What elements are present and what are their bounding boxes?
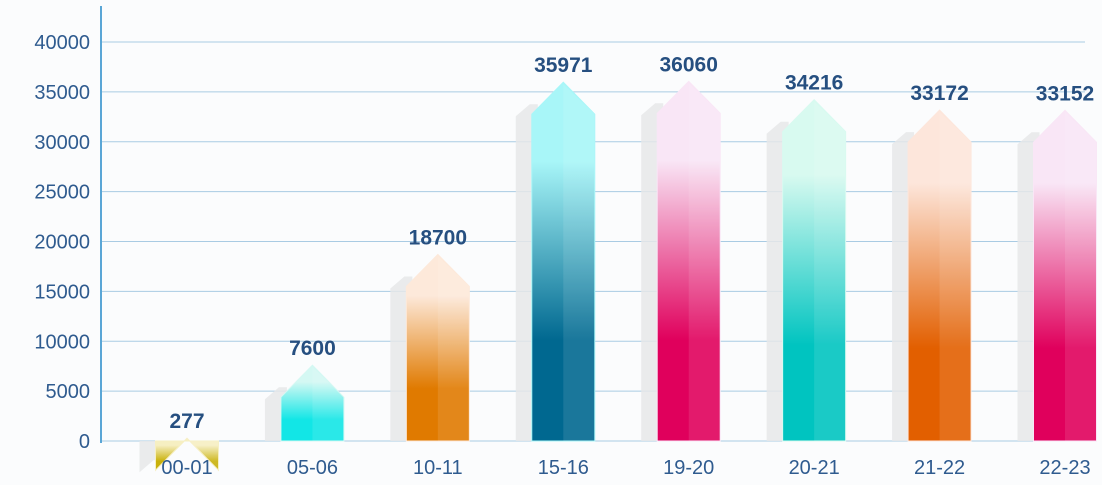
value-label: 34216: [785, 72, 843, 95]
x-tick-label: 21-22: [914, 457, 965, 479]
x-tick-label: 20-21: [789, 457, 840, 479]
bar-facet: [688, 83, 721, 441]
value-label: 36060: [660, 53, 718, 76]
y-tick-label: 5000: [46, 381, 91, 403]
bar-05-06: [280, 364, 345, 442]
y-tick-label: 15000: [34, 281, 90, 303]
bar-00-01: [155, 437, 219, 472]
bar-22-23: [1033, 109, 1097, 442]
y-tick-label: 10000: [34, 331, 90, 353]
x-tick-label: 15-16: [538, 457, 589, 479]
y-tick-label: 0: [79, 431, 90, 453]
x-tick-label: 00-01: [161, 457, 212, 479]
x-tick-label: 22-23: [1039, 457, 1090, 479]
value-labels: 277 7600 18700 35971 36060 34216 33172 33152: [169, 53, 1094, 433]
value-label: 33172: [910, 82, 968, 105]
bar-21-22: [907, 109, 972, 442]
value-label: 33152: [1036, 82, 1094, 105]
x-tick-label: 10-11: [413, 457, 463, 479]
value-label: 18700: [409, 226, 467, 249]
value-label: 7600: [289, 337, 336, 360]
bar-20-21: [782, 98, 847, 442]
y-axis-ticks: 0 5000 10000 15000 20000 25000 30000 35000 40000: [34, 32, 90, 453]
y-tick-label: 20000: [34, 232, 90, 254]
bar-15-16: [531, 81, 596, 442]
bar-facet: [939, 112, 972, 441]
x-tick-label: 19-20: [663, 457, 714, 479]
bar-10-11: [405, 253, 470, 442]
bar-facet: [437, 256, 470, 441]
value-label: 277: [169, 410, 204, 433]
bar-facet: [814, 101, 846, 441]
bars: [155, 80, 1097, 472]
bar-facet: [187, 440, 219, 471]
bar-facet: [1065, 112, 1097, 441]
x-tick-label: 05-06: [287, 457, 338, 479]
y-tick-label: 25000: [34, 182, 90, 204]
y-tick-label: 30000: [34, 132, 90, 154]
y-tick-label: 40000: [34, 32, 90, 54]
y-tick-label: 35000: [34, 82, 90, 104]
bar-facet: [312, 367, 344, 441]
bar-19-20: [656, 80, 721, 442]
value-label: 35971: [534, 54, 593, 77]
x-axis-ticks: 00-01 05-06 10-11 15-16 19-20 20-21 21-22 22-23: [161, 457, 1090, 479]
bar-facet: [563, 84, 595, 442]
